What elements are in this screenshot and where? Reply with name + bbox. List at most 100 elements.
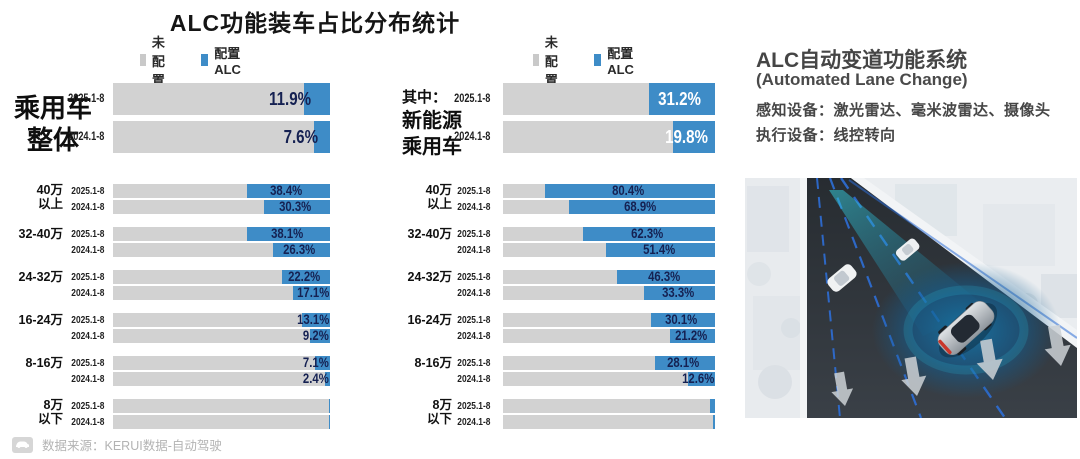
percent-label: 9.2%	[303, 328, 329, 343]
percent-label: 31.2%	[657, 89, 701, 109]
stacked-bar: 11.9%	[113, 83, 330, 115]
stacked-bar: 12.6%	[503, 372, 715, 386]
period-label: 2024.1-8	[456, 373, 490, 385]
traffic-car	[827, 264, 857, 292]
percent-label: 38.4%	[270, 183, 303, 198]
alc-share-segment	[246, 184, 330, 198]
percent-label: 28.1%	[667, 355, 700, 370]
section-label-line: 新能源	[402, 110, 462, 132]
category-label-line: 以上	[426, 197, 452, 211]
stacked-bar: 30.1%	[503, 313, 715, 327]
percent-label: 68.9%	[624, 199, 657, 214]
stacked-bar: 22.2%	[113, 270, 330, 284]
period-label: 2024.1-8	[70, 416, 104, 428]
legend-not-equipped: 未配置	[140, 32, 171, 89]
gray-swatch-icon	[533, 54, 539, 66]
alc-share-segment	[651, 313, 715, 327]
category-label-line: 8万	[432, 398, 452, 412]
alc-share-segment	[582, 227, 715, 241]
category-label: 8-16万	[0, 356, 63, 370]
legend-label: 配置ALC	[607, 46, 634, 77]
period-label: 2024.1-8	[70, 201, 104, 213]
alc-share-segment	[292, 286, 330, 300]
alc-share-segment	[264, 200, 330, 214]
percent-label: 17.1%	[296, 285, 329, 300]
section-label-line: 整体	[26, 125, 79, 156]
stacked-bar: 62.3%	[503, 227, 715, 241]
category-label: 24-32万	[374, 270, 452, 284]
stacked-bar: 30.3%	[113, 200, 330, 214]
category-label-line: 以下	[37, 412, 63, 426]
category-label: 24-32万	[0, 270, 63, 284]
stacked-bar: 9.2%	[113, 329, 330, 343]
alc-share-segment	[616, 270, 715, 284]
stacked-bar: 26.3%	[113, 243, 330, 257]
period-label: 2025.1-8	[67, 93, 104, 105]
legend-not-equipped: 未配置	[533, 32, 564, 89]
percent-label: 2.4%	[303, 371, 329, 386]
gray-swatch-icon	[140, 54, 146, 66]
category-label-line: 以上	[37, 197, 63, 211]
category-label-line: 24-32万	[18, 270, 63, 284]
percent-label: 30.1%	[665, 312, 698, 327]
alc-share-segment	[301, 313, 330, 327]
alc-share-segment	[688, 372, 715, 386]
alc-share-segment	[304, 83, 330, 115]
stacked-bar	[113, 399, 330, 413]
percent-label: 13.1%	[296, 312, 329, 327]
alc-share-segment	[310, 329, 330, 343]
period-label: 2025.1-8	[70, 185, 104, 197]
legend-label: 配置ALC	[214, 46, 241, 77]
period-label: 2025.1-8	[453, 93, 490, 105]
alc-share-segment	[328, 399, 330, 413]
period-label: 2025.1-8	[456, 400, 490, 412]
alc-share-segment	[314, 356, 330, 370]
alc-share-segment	[247, 227, 330, 241]
autonomous-driving-scene-image	[745, 177, 1078, 419]
stacked-bar: 38.4%	[113, 184, 330, 198]
category-label: 8万 以下	[0, 398, 63, 426]
alc-share-segment	[648, 83, 715, 115]
road-arrow-icons	[831, 324, 1071, 406]
percent-label: 7.6%	[283, 127, 318, 147]
source-note: 数据来源：KERUI数据-自动驾驶	[12, 435, 222, 454]
panel-actuation-line: 执行设备：线控转向	[756, 127, 896, 144]
alc-share-segment	[606, 243, 715, 257]
category-label-line: 8-16万	[25, 356, 63, 370]
percent-label: 22.2%	[287, 269, 321, 284]
category-label: 32-40万	[374, 227, 452, 241]
stacked-bar: 31.2%	[503, 83, 715, 115]
stacked-bar: 19.8%	[503, 121, 715, 153]
chart-legend: 未配置 配置ALC	[533, 35, 639, 88]
percent-label: 30.3%	[279, 199, 312, 214]
period-label: 2025.1-8	[456, 185, 490, 197]
period-label: 2025.1-8	[70, 228, 104, 240]
period-label: 2024.1-8	[70, 373, 104, 385]
percent-label: 19.8%	[665, 127, 708, 147]
traffic-car	[895, 238, 920, 261]
stacked-bar: 21.2%	[503, 329, 715, 343]
legend-equipped-alc: 配置ALC	[594, 43, 639, 77]
percent-label: 12.6%	[681, 371, 714, 386]
percent-label: 38.1%	[270, 226, 303, 241]
stacked-bar	[503, 415, 715, 429]
category-label: 8万 以下	[374, 398, 452, 426]
alc-share-segment	[670, 329, 715, 343]
blue-swatch-icon	[201, 54, 209, 66]
percent-label: 11.9%	[268, 89, 311, 109]
stacked-bar	[113, 415, 330, 429]
period-label: 2025.1-8	[70, 357, 104, 369]
stacked-bar: 51.4%	[503, 243, 715, 257]
period-label: 2024.1-8	[70, 287, 104, 299]
period-label: 2025.1-8	[456, 228, 490, 240]
page-title: ALC功能装车占比分布统计	[169, 10, 461, 36]
stacked-bar: 7.6%	[113, 121, 330, 153]
category-label: 16-24万	[374, 313, 452, 327]
stacked-bar: 17.1%	[113, 286, 330, 300]
stacked-bar: 46.3%	[503, 270, 715, 284]
road-illustration	[745, 177, 1078, 419]
percent-label: 62.3%	[631, 226, 664, 241]
category-label-line: 40万	[36, 183, 63, 197]
